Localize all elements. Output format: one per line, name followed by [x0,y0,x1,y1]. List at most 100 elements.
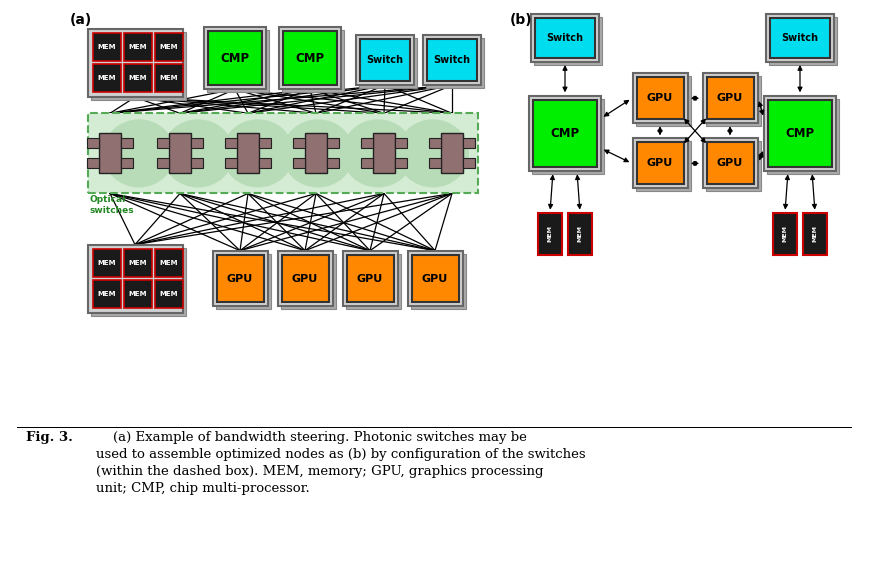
FancyBboxPatch shape [706,77,753,119]
FancyBboxPatch shape [764,95,836,171]
FancyBboxPatch shape [87,139,99,148]
FancyBboxPatch shape [706,141,760,191]
FancyBboxPatch shape [17,427,852,428]
Text: GPU: GPU [421,274,448,283]
FancyBboxPatch shape [773,212,797,255]
FancyBboxPatch shape [706,143,753,184]
Text: CMP: CMP [550,127,580,140]
Text: MEM: MEM [547,225,553,242]
FancyBboxPatch shape [157,139,169,148]
FancyBboxPatch shape [769,17,837,65]
FancyBboxPatch shape [361,158,373,168]
Text: GPU: GPU [292,274,318,283]
Text: (b): (b) [510,13,533,27]
FancyBboxPatch shape [463,158,475,168]
FancyBboxPatch shape [360,39,410,81]
FancyBboxPatch shape [327,158,339,168]
Text: MEM: MEM [129,75,147,81]
Text: Fig. 3.: Fig. 3. [26,431,73,443]
Text: MEM: MEM [782,225,787,242]
Ellipse shape [342,119,414,187]
FancyBboxPatch shape [99,133,121,173]
FancyBboxPatch shape [204,27,266,89]
FancyBboxPatch shape [169,133,191,173]
FancyBboxPatch shape [123,249,151,276]
FancyBboxPatch shape [429,139,441,148]
FancyBboxPatch shape [121,158,133,168]
FancyBboxPatch shape [427,39,477,81]
FancyBboxPatch shape [395,158,407,168]
FancyBboxPatch shape [410,254,466,309]
FancyBboxPatch shape [88,29,182,97]
FancyBboxPatch shape [633,73,687,123]
FancyBboxPatch shape [529,95,601,171]
FancyBboxPatch shape [423,35,481,85]
Text: MEM: MEM [97,44,116,50]
FancyBboxPatch shape [90,32,185,100]
FancyBboxPatch shape [216,254,270,309]
FancyBboxPatch shape [361,139,373,148]
FancyBboxPatch shape [216,255,263,302]
Text: CMP: CMP [221,52,249,65]
FancyBboxPatch shape [121,139,133,148]
Text: MEM: MEM [159,44,178,50]
FancyBboxPatch shape [88,113,478,193]
FancyBboxPatch shape [706,76,760,126]
Text: (a): (a) [70,13,92,27]
FancyBboxPatch shape [635,76,691,126]
FancyBboxPatch shape [327,139,339,148]
FancyBboxPatch shape [259,139,271,148]
Text: Switch: Switch [434,55,470,65]
FancyBboxPatch shape [282,30,344,92]
FancyBboxPatch shape [534,17,602,65]
FancyBboxPatch shape [191,158,203,168]
FancyBboxPatch shape [225,139,237,148]
FancyBboxPatch shape [92,33,121,61]
FancyBboxPatch shape [123,64,151,92]
Ellipse shape [397,119,469,187]
FancyBboxPatch shape [155,64,182,92]
Text: CMP: CMP [786,127,814,140]
Text: Switch: Switch [781,33,819,43]
FancyBboxPatch shape [155,249,182,276]
FancyBboxPatch shape [441,133,463,173]
FancyBboxPatch shape [702,73,758,123]
FancyBboxPatch shape [770,18,830,58]
FancyBboxPatch shape [359,38,417,88]
FancyBboxPatch shape [123,33,151,61]
Text: MEM: MEM [129,44,147,50]
Ellipse shape [103,119,175,187]
FancyBboxPatch shape [373,133,395,173]
Text: GPU: GPU [717,93,743,103]
FancyBboxPatch shape [347,255,394,302]
Text: GPU: GPU [647,158,673,168]
Text: Optical
switches: Optical switches [90,196,135,215]
Text: MEM: MEM [97,291,116,297]
FancyBboxPatch shape [208,31,262,85]
FancyBboxPatch shape [277,251,333,306]
FancyBboxPatch shape [533,100,597,167]
Ellipse shape [282,119,354,187]
FancyBboxPatch shape [395,139,407,148]
Ellipse shape [162,119,234,187]
FancyBboxPatch shape [282,255,328,302]
FancyBboxPatch shape [429,158,441,168]
FancyBboxPatch shape [123,280,151,308]
FancyBboxPatch shape [346,254,401,309]
Text: MEM: MEM [813,225,818,242]
FancyBboxPatch shape [92,64,121,92]
FancyBboxPatch shape [207,30,269,92]
FancyBboxPatch shape [279,27,341,89]
FancyBboxPatch shape [768,100,832,167]
FancyBboxPatch shape [767,99,839,174]
Text: GPU: GPU [647,93,673,103]
FancyBboxPatch shape [213,251,268,306]
Text: GPU: GPU [227,274,253,283]
FancyBboxPatch shape [568,212,592,255]
FancyBboxPatch shape [356,35,414,85]
FancyBboxPatch shape [157,158,169,168]
Text: MEM: MEM [159,260,178,265]
FancyBboxPatch shape [531,14,599,62]
FancyBboxPatch shape [87,158,99,168]
FancyBboxPatch shape [702,139,758,189]
